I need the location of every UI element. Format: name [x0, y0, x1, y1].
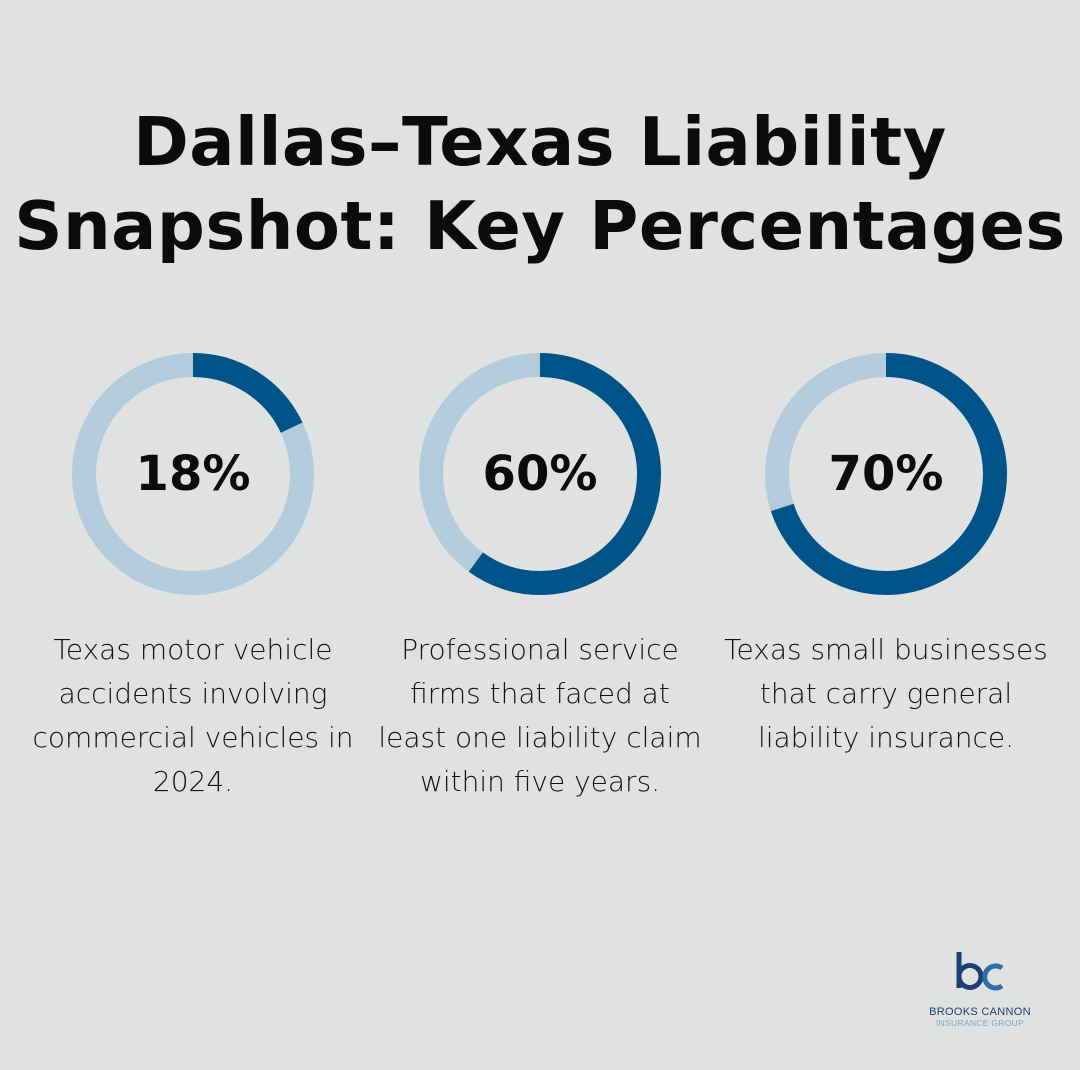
stat-description: Professional service firms that faced at… [378, 633, 702, 798]
percentage-label: 18% [135, 446, 251, 502]
percentage-label: 70% [828, 446, 944, 502]
title-line-2: Snapshot: Key Percentages [14, 187, 1066, 265]
logo-name: BROOKS CANNON [929, 1006, 1031, 1018]
brooks-cannon-logo: BROOKS CANNON INSURANCE GROUP [920, 950, 1040, 1035]
donut-chart: 70% [765, 353, 1007, 595]
bc-logo-mark [956, 952, 1004, 991]
percentage-label: 60% [482, 446, 598, 502]
donut-value-segment [72, 353, 314, 595]
donut-value-segment [765, 353, 1007, 595]
donut-value-segment [419, 353, 661, 595]
title-line-1: Dallas–Texas Liability [133, 103, 947, 181]
donut-chart: 18% [72, 353, 314, 595]
page-title: Dallas–Texas Liability Snapshot: Key Per… [0, 100, 1080, 268]
stat-description: Texas motor vehicle accidents involving … [32, 633, 354, 798]
logo-subtitle: INSURANCE GROUP [935, 1018, 1025, 1028]
stat-description: Texas small businesses that carry genera… [724, 633, 1048, 754]
donut-chart: 60% [419, 353, 661, 595]
